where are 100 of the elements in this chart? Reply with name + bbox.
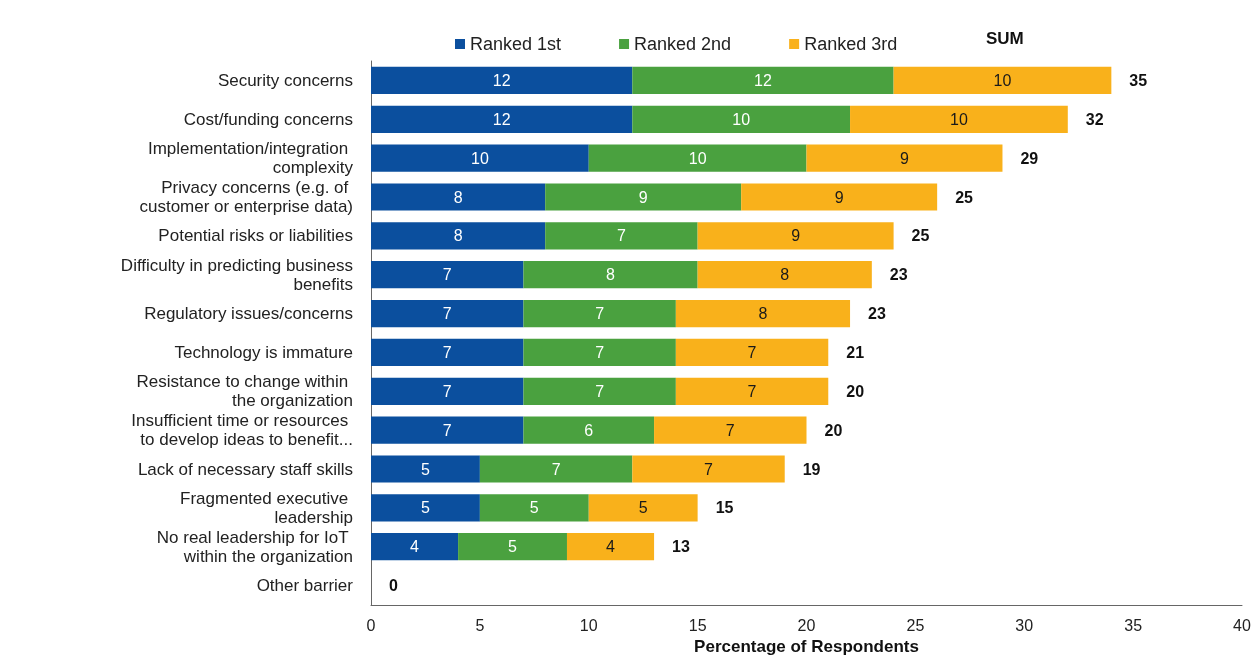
- bar: [850, 105, 1068, 133]
- bar: [371, 416, 524, 444]
- data-label: 5: [638, 499, 648, 517]
- total-label: 15: [715, 499, 734, 517]
- bar: [566, 533, 655, 561]
- bar: [654, 416, 807, 444]
- legend-label: Ranked 1st: [470, 34, 562, 54]
- data-label: 5: [420, 460, 430, 478]
- total-label: 21: [846, 343, 865, 361]
- total-label: 19: [802, 460, 821, 478]
- bar: [371, 299, 524, 328]
- data-label: 12: [492, 71, 511, 89]
- data-label: 7: [747, 382, 757, 400]
- data-label: 8: [453, 188, 463, 206]
- bar: [479, 494, 589, 522]
- total-label: 23: [868, 305, 886, 323]
- legend-label: Ranked 2nd: [634, 34, 732, 54]
- data-label: 7: [442, 382, 452, 400]
- total-label: 35: [1129, 71, 1148, 89]
- y-tick-label: Privacy concerns (e.g. of customer or enterprise data): [139, 178, 353, 216]
- y-tick-label: Potential risks or liabilities: [158, 226, 353, 246]
- bar: [371, 533, 459, 561]
- bar: [523, 299, 676, 328]
- data-label: 12: [492, 110, 511, 128]
- y-tick-label: Fragmented executive leadership: [180, 488, 353, 527]
- bar: [741, 183, 938, 211]
- y-tick-label: Technology is immature: [174, 342, 353, 362]
- x-tick-label: 10: [579, 616, 598, 634]
- data-label: 8: [758, 305, 768, 323]
- bar: [371, 261, 524, 289]
- bar: [632, 455, 785, 483]
- y-tick-label: Insufficient time or resources to develop ideas to benefit...: [131, 411, 353, 450]
- bar: [371, 338, 524, 367]
- data-label: 7: [442, 343, 452, 361]
- data-label: 7: [442, 266, 452, 284]
- data-label: 4: [410, 538, 420, 556]
- y-tick-label: Lack of necessary staff skills: [137, 459, 353, 479]
- data-label: 8: [780, 266, 790, 284]
- bar: [371, 494, 480, 522]
- bar: [806, 144, 1003, 172]
- data-label: 9: [834, 188, 844, 206]
- bar: [371, 377, 524, 405]
- data-label: 8: [453, 227, 463, 245]
- data-label: 9: [900, 149, 910, 167]
- bar: [523, 416, 655, 444]
- data-label: 9: [791, 227, 801, 245]
- data-label: 10: [732, 110, 751, 128]
- y-tick-label: Regulatory issues/concerns: [144, 304, 353, 324]
- total-label: 20: [824, 421, 843, 439]
- total-label: 29: [1020, 149, 1039, 167]
- x-tick-label: 15: [688, 616, 707, 634]
- bar: [675, 299, 851, 328]
- bar: [893, 66, 1112, 95]
- bar: [588, 144, 807, 172]
- bar: [545, 222, 698, 250]
- data-label: 8: [606, 266, 616, 284]
- bar: [545, 183, 742, 211]
- x-tick-label: 20: [797, 616, 816, 634]
- data-label: 5: [508, 538, 518, 556]
- data-label: 7: [704, 460, 714, 478]
- bar: [371, 455, 480, 483]
- x-tick-label: 30: [1015, 616, 1034, 634]
- y-tick-label: Resistance to change within the organization: [136, 372, 353, 411]
- bar: [458, 533, 567, 561]
- data-label: 4: [606, 538, 616, 556]
- data-label: 9: [638, 188, 648, 206]
- bar: [588, 494, 698, 522]
- x-tick-label: 0: [366, 616, 376, 634]
- y-tick-label: Implementation/integration complexity: [147, 139, 354, 178]
- data-label: 6: [584, 421, 594, 439]
- y-tick-label: Security concerns: [217, 70, 353, 90]
- x-tick-label: 5: [475, 616, 485, 634]
- bar: [675, 338, 829, 367]
- data-label: 7: [725, 421, 735, 439]
- y-tick-label: Cost/funding concerns: [183, 109, 353, 129]
- data-label: 7: [595, 305, 605, 323]
- data-label: 5: [529, 499, 539, 517]
- bar: [371, 105, 633, 133]
- data-label: 7: [442, 421, 452, 439]
- x-tick-label: 25: [906, 616, 925, 634]
- bar: [371, 222, 546, 250]
- y-tick-label: No real leadership for IoT within the organization: [156, 527, 353, 566]
- total-label: 0: [389, 577, 398, 595]
- bar: [632, 105, 851, 133]
- bar: [697, 222, 894, 250]
- legend-label: Ranked 3rd: [804, 34, 898, 54]
- data-label: 7: [595, 343, 605, 361]
- data-label: 7: [616, 227, 626, 245]
- bar: [675, 377, 829, 405]
- total-label: 20: [846, 382, 865, 400]
- x-tick-label: 35: [1124, 616, 1143, 634]
- bar: [523, 377, 676, 405]
- data-label: 12: [754, 71, 772, 89]
- data-label: 5: [420, 499, 430, 517]
- bar: [371, 66, 633, 95]
- bar: [371, 144, 589, 172]
- total-label: 25: [955, 188, 974, 206]
- bar: [523, 338, 676, 367]
- x-tick-label: 40: [1233, 616, 1251, 634]
- bar: [371, 183, 546, 211]
